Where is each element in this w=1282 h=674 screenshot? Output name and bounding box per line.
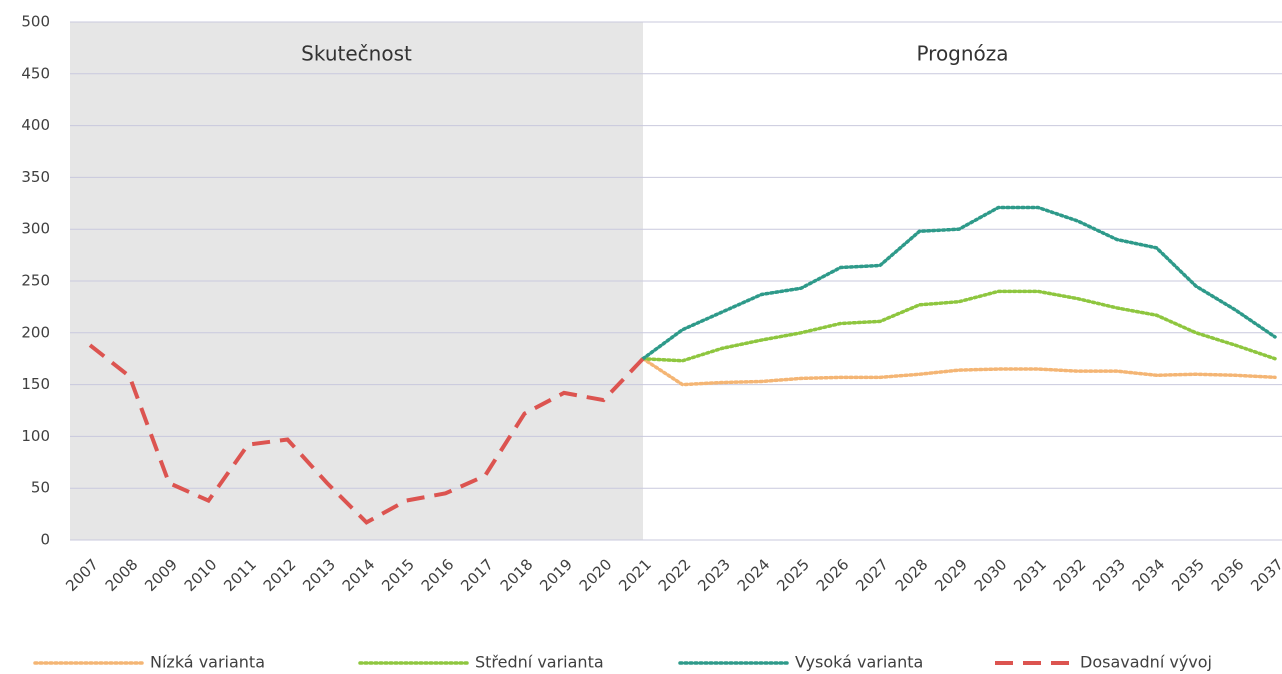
x-tick-label: 2015 (378, 555, 418, 595)
x-tick-label: 2023 (694, 555, 734, 595)
x-tick-label: 2012 (260, 555, 300, 595)
x-tick-label: 2024 (734, 555, 774, 595)
x-tick-label: 2017 (457, 555, 497, 595)
series-line (641, 205, 1277, 361)
y-tick-label: 250 (21, 272, 50, 290)
x-tick-label: 2011 (220, 555, 260, 595)
x-tick-label: 2007 (62, 555, 102, 595)
annotation: Skutečnost (301, 42, 412, 66)
x-tick-label: 2020 (576, 555, 616, 595)
y-tick-label: 150 (21, 375, 50, 393)
x-tick-label: 2027 (852, 555, 892, 595)
x-tick-label: 2019 (536, 555, 576, 595)
x-tick-label: 2018 (497, 555, 537, 595)
x-tick-label: 2016 (418, 555, 458, 595)
series-line (641, 356, 1277, 387)
x-tick-label: 2035 (1168, 555, 1208, 595)
x-tick-label: 2021 (615, 555, 655, 595)
x-tick-label: 2037 (1247, 555, 1282, 595)
y-tick-label: 350 (21, 168, 50, 186)
x-tick-label: 2034 (1129, 555, 1169, 595)
x-tick-label: 2026 (813, 555, 853, 595)
legend-label: Vysoká varianta (795, 653, 923, 672)
x-tick-label: 2028 (892, 555, 932, 595)
series-line (88, 343, 645, 525)
legend-label: Střední varianta (475, 653, 604, 672)
x-tick-label: 2032 (1050, 555, 1090, 595)
legend-label: Dosavadní vývoj (1080, 653, 1212, 672)
x-tick-label: 2036 (1208, 555, 1248, 595)
x-tick-label: 2014 (339, 555, 379, 595)
y-tick-label: 400 (21, 116, 50, 134)
series-line (641, 289, 1277, 363)
x-tick-label: 2009 (141, 555, 181, 595)
x-tick-label: 2029 (931, 555, 971, 595)
x-tick-label: 2013 (299, 555, 339, 595)
x-tick-label: 2022 (655, 555, 695, 595)
x-tick-label: 2008 (102, 555, 142, 595)
x-tick-label: 2025 (773, 555, 813, 595)
y-tick-label: 300 (21, 220, 50, 238)
annotation: Prognóza (916, 42, 1008, 66)
y-tick-label: 100 (21, 427, 50, 445)
x-tick-label: 2030 (971, 555, 1011, 595)
y-tick-label: 0 (40, 531, 50, 549)
x-tick-label: 2010 (181, 555, 221, 595)
y-tick-label: 200 (21, 323, 50, 341)
y-tick-label: 450 (21, 64, 50, 82)
x-tick-label: 2031 (1010, 555, 1050, 595)
legend-label: Nízká varianta (150, 653, 265, 672)
y-tick-label: 500 (21, 13, 50, 31)
x-tick-label: 2033 (1089, 555, 1129, 595)
y-tick-label: 50 (31, 479, 50, 497)
